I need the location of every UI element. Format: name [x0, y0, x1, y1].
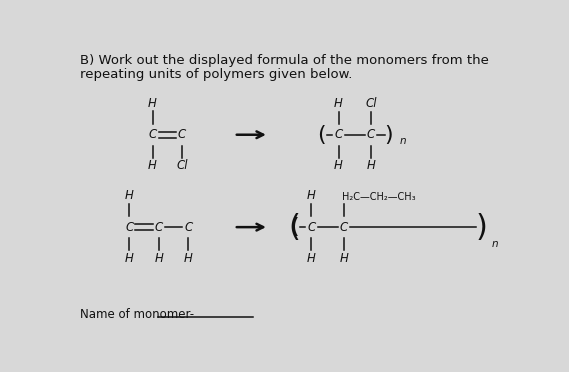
- Text: (: (: [317, 125, 326, 145]
- Text: B) Work out the displayed formula of the monomers from the: B) Work out the displayed formula of the…: [80, 54, 489, 67]
- Text: H: H: [366, 159, 376, 172]
- Text: C: C: [307, 221, 315, 234]
- Text: H: H: [334, 97, 343, 110]
- Text: C: C: [335, 128, 343, 141]
- Text: n: n: [491, 239, 498, 249]
- Text: C: C: [340, 221, 348, 234]
- Text: C: C: [178, 128, 186, 141]
- Text: C: C: [125, 221, 133, 234]
- Text: C: C: [149, 128, 156, 141]
- Text: H: H: [148, 159, 157, 172]
- Text: H: H: [307, 252, 316, 265]
- Text: ): ): [476, 213, 488, 242]
- Text: H: H: [184, 252, 192, 265]
- Text: H₂C—CH₂—CH₃: H₂C—CH₂—CH₃: [343, 192, 416, 202]
- Text: C: C: [184, 221, 192, 234]
- Text: H: H: [125, 252, 134, 265]
- Text: Cl: Cl: [176, 159, 188, 172]
- Text: H: H: [148, 97, 157, 110]
- Text: H: H: [340, 252, 348, 265]
- Text: (: (: [290, 217, 299, 237]
- Text: H: H: [334, 159, 343, 172]
- Text: n: n: [400, 136, 406, 146]
- Text: (: (: [288, 213, 300, 242]
- Text: ): ): [384, 125, 393, 145]
- Text: Name of monomer-: Name of monomer-: [80, 308, 195, 321]
- Text: Cl: Cl: [365, 97, 377, 110]
- Text: C: C: [155, 221, 163, 234]
- Text: H: H: [154, 252, 163, 265]
- Text: repeating units of polymers given below.: repeating units of polymers given below.: [80, 68, 353, 81]
- Text: H: H: [125, 189, 134, 202]
- Text: C: C: [367, 128, 375, 141]
- Text: H: H: [307, 189, 316, 202]
